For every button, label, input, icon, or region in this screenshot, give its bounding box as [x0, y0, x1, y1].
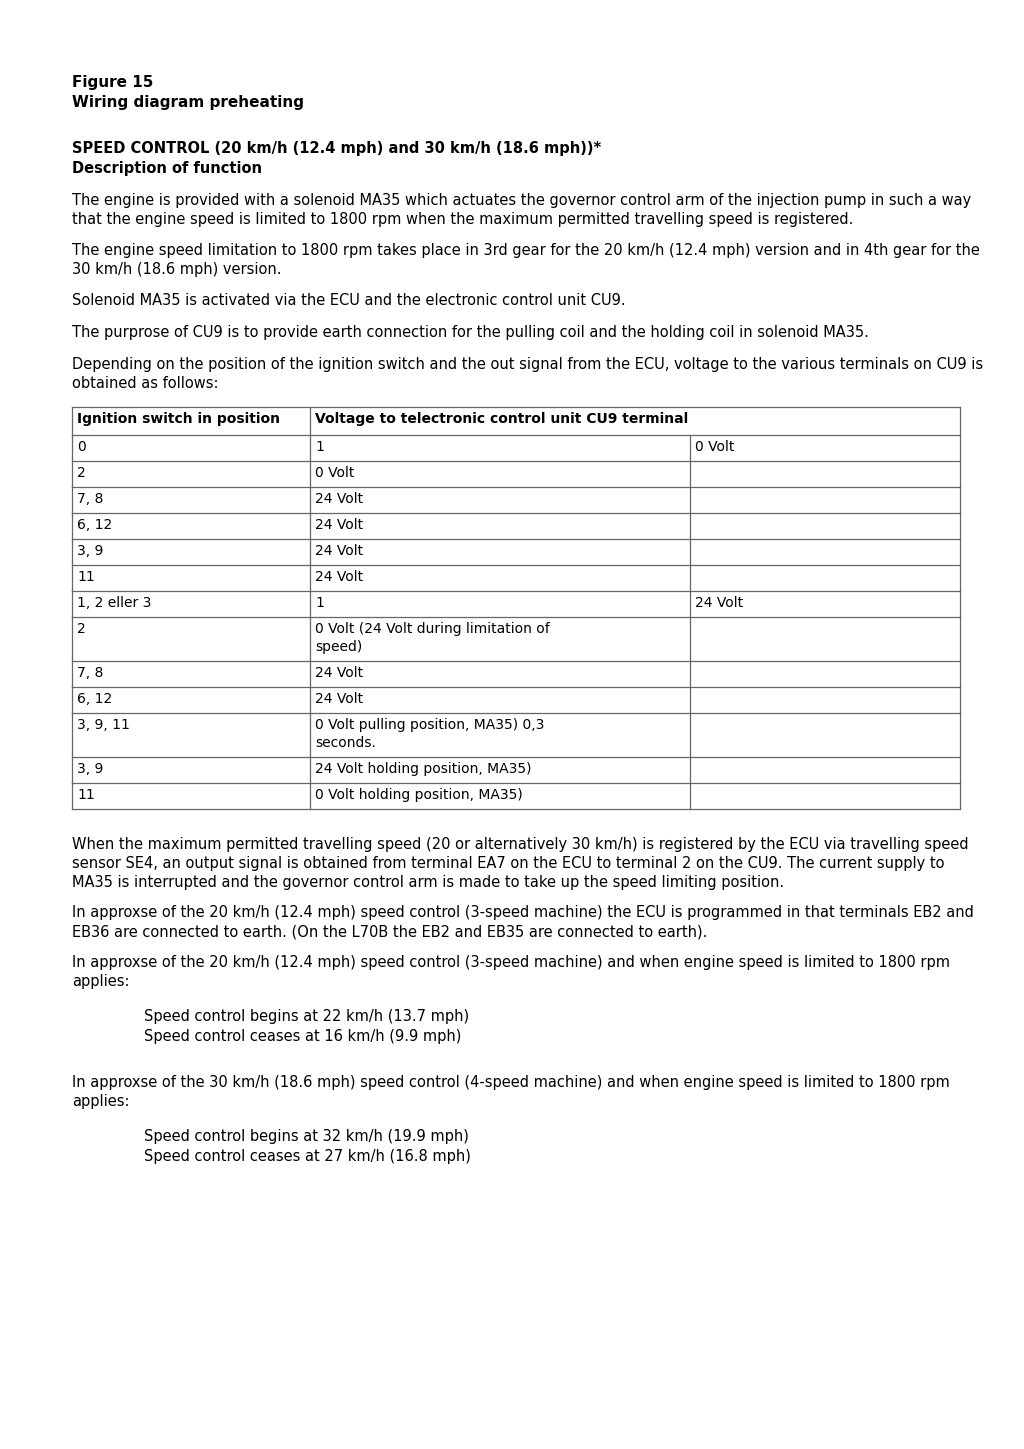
Text: 11: 11 — [77, 569, 95, 584]
Text: 7, 8: 7, 8 — [77, 493, 103, 506]
Text: 24 Volt: 24 Volt — [315, 667, 364, 680]
Text: 24 Volt holding position, MA35): 24 Volt holding position, MA35) — [315, 762, 531, 777]
Text: Figure 15: Figure 15 — [72, 75, 154, 90]
Text: 0 Volt: 0 Volt — [315, 467, 354, 480]
Text: Voltage to telectronic control unit CU9 terminal: Voltage to telectronic control unit CU9 … — [315, 412, 688, 426]
Text: 3, 9, 11: 3, 9, 11 — [77, 719, 130, 732]
Text: 0 Volt: 0 Volt — [695, 440, 734, 454]
Text: 0 Volt holding position, MA35): 0 Volt holding position, MA35) — [315, 788, 522, 801]
Text: Depending on the position of the ignition switch and the out signal from the ECU: Depending on the position of the ignitio… — [72, 356, 983, 391]
Text: The engine is provided with a solenoid MA35 which actuates the governor control : The engine is provided with a solenoid M… — [72, 193, 971, 227]
Text: 0 Volt (24 Volt during limitation of
speed): 0 Volt (24 Volt during limitation of spe… — [315, 622, 550, 653]
Text: In approxse of the 20 km/h (12.4 mph) speed control (3-speed machine) and when e: In approxse of the 20 km/h (12.4 mph) sp… — [72, 955, 950, 990]
Text: Speed control ceases at 27 km/h (16.8 mph): Speed control ceases at 27 km/h (16.8 mp… — [144, 1149, 471, 1164]
Text: 11: 11 — [77, 788, 95, 801]
Text: Wiring diagram preheating: Wiring diagram preheating — [72, 96, 304, 110]
Text: In approxse of the 30 km/h (18.6 mph) speed control (4-speed machine) and when e: In approxse of the 30 km/h (18.6 mph) sp… — [72, 1075, 949, 1108]
Text: 2: 2 — [77, 622, 86, 636]
Text: Speed control ceases at 16 km/h (9.9 mph): Speed control ceases at 16 km/h (9.9 mph… — [144, 1029, 462, 1043]
Text: Speed control begins at 32 km/h (19.9 mph): Speed control begins at 32 km/h (19.9 mp… — [144, 1129, 469, 1145]
Text: 1: 1 — [315, 440, 324, 454]
Text: When the maximum permitted travelling speed (20 or alternatively 30 km/h) is reg: When the maximum permitted travelling sp… — [72, 838, 969, 890]
Text: 2: 2 — [77, 467, 86, 480]
Text: Speed control begins at 22 km/h (13.7 mph): Speed control begins at 22 km/h (13.7 mp… — [144, 1009, 469, 1024]
Text: In approxse of the 20 km/h (12.4 mph) speed control (3-speed machine) the ECU is: In approxse of the 20 km/h (12.4 mph) sp… — [72, 906, 974, 939]
Text: The engine speed limitation to 1800 rpm takes place in 3rd gear for the 20 km/h : The engine speed limitation to 1800 rpm … — [72, 243, 980, 277]
Text: 1, 2 eller 3: 1, 2 eller 3 — [77, 596, 152, 610]
Text: Ignition switch in position: Ignition switch in position — [77, 412, 280, 426]
Text: Solenoid MA35 is activated via the ECU and the electronic control unit CU9.: Solenoid MA35 is activated via the ECU a… — [72, 293, 626, 309]
Text: 24 Volt: 24 Volt — [315, 543, 364, 558]
Text: 0: 0 — [77, 440, 86, 454]
Text: 24 Volt: 24 Volt — [695, 596, 743, 610]
Text: 24 Volt: 24 Volt — [315, 493, 364, 506]
Text: 24 Volt: 24 Volt — [315, 569, 364, 584]
Text: 3, 9: 3, 9 — [77, 543, 103, 558]
Text: 3, 9: 3, 9 — [77, 762, 103, 777]
Text: 24 Volt: 24 Volt — [315, 693, 364, 706]
Text: 6, 12: 6, 12 — [77, 517, 113, 532]
Text: 6, 12: 6, 12 — [77, 693, 113, 706]
Text: The purprose of CU9 is to provide earth connection for the pulling coil and the : The purprose of CU9 is to provide earth … — [72, 325, 869, 341]
Text: 24 Volt: 24 Volt — [315, 517, 364, 532]
Text: 0 Volt pulling position, MA35) 0,3
seconds.: 0 Volt pulling position, MA35) 0,3 secon… — [315, 719, 545, 749]
Text: 7, 8: 7, 8 — [77, 667, 103, 680]
Text: SPEED CONTROL (20 km/h (12.4 mph) and 30 km/h (18.6 mph))*: SPEED CONTROL (20 km/h (12.4 mph) and 30… — [72, 141, 601, 156]
Text: 1: 1 — [315, 596, 324, 610]
Text: Description of function: Description of function — [72, 161, 262, 175]
